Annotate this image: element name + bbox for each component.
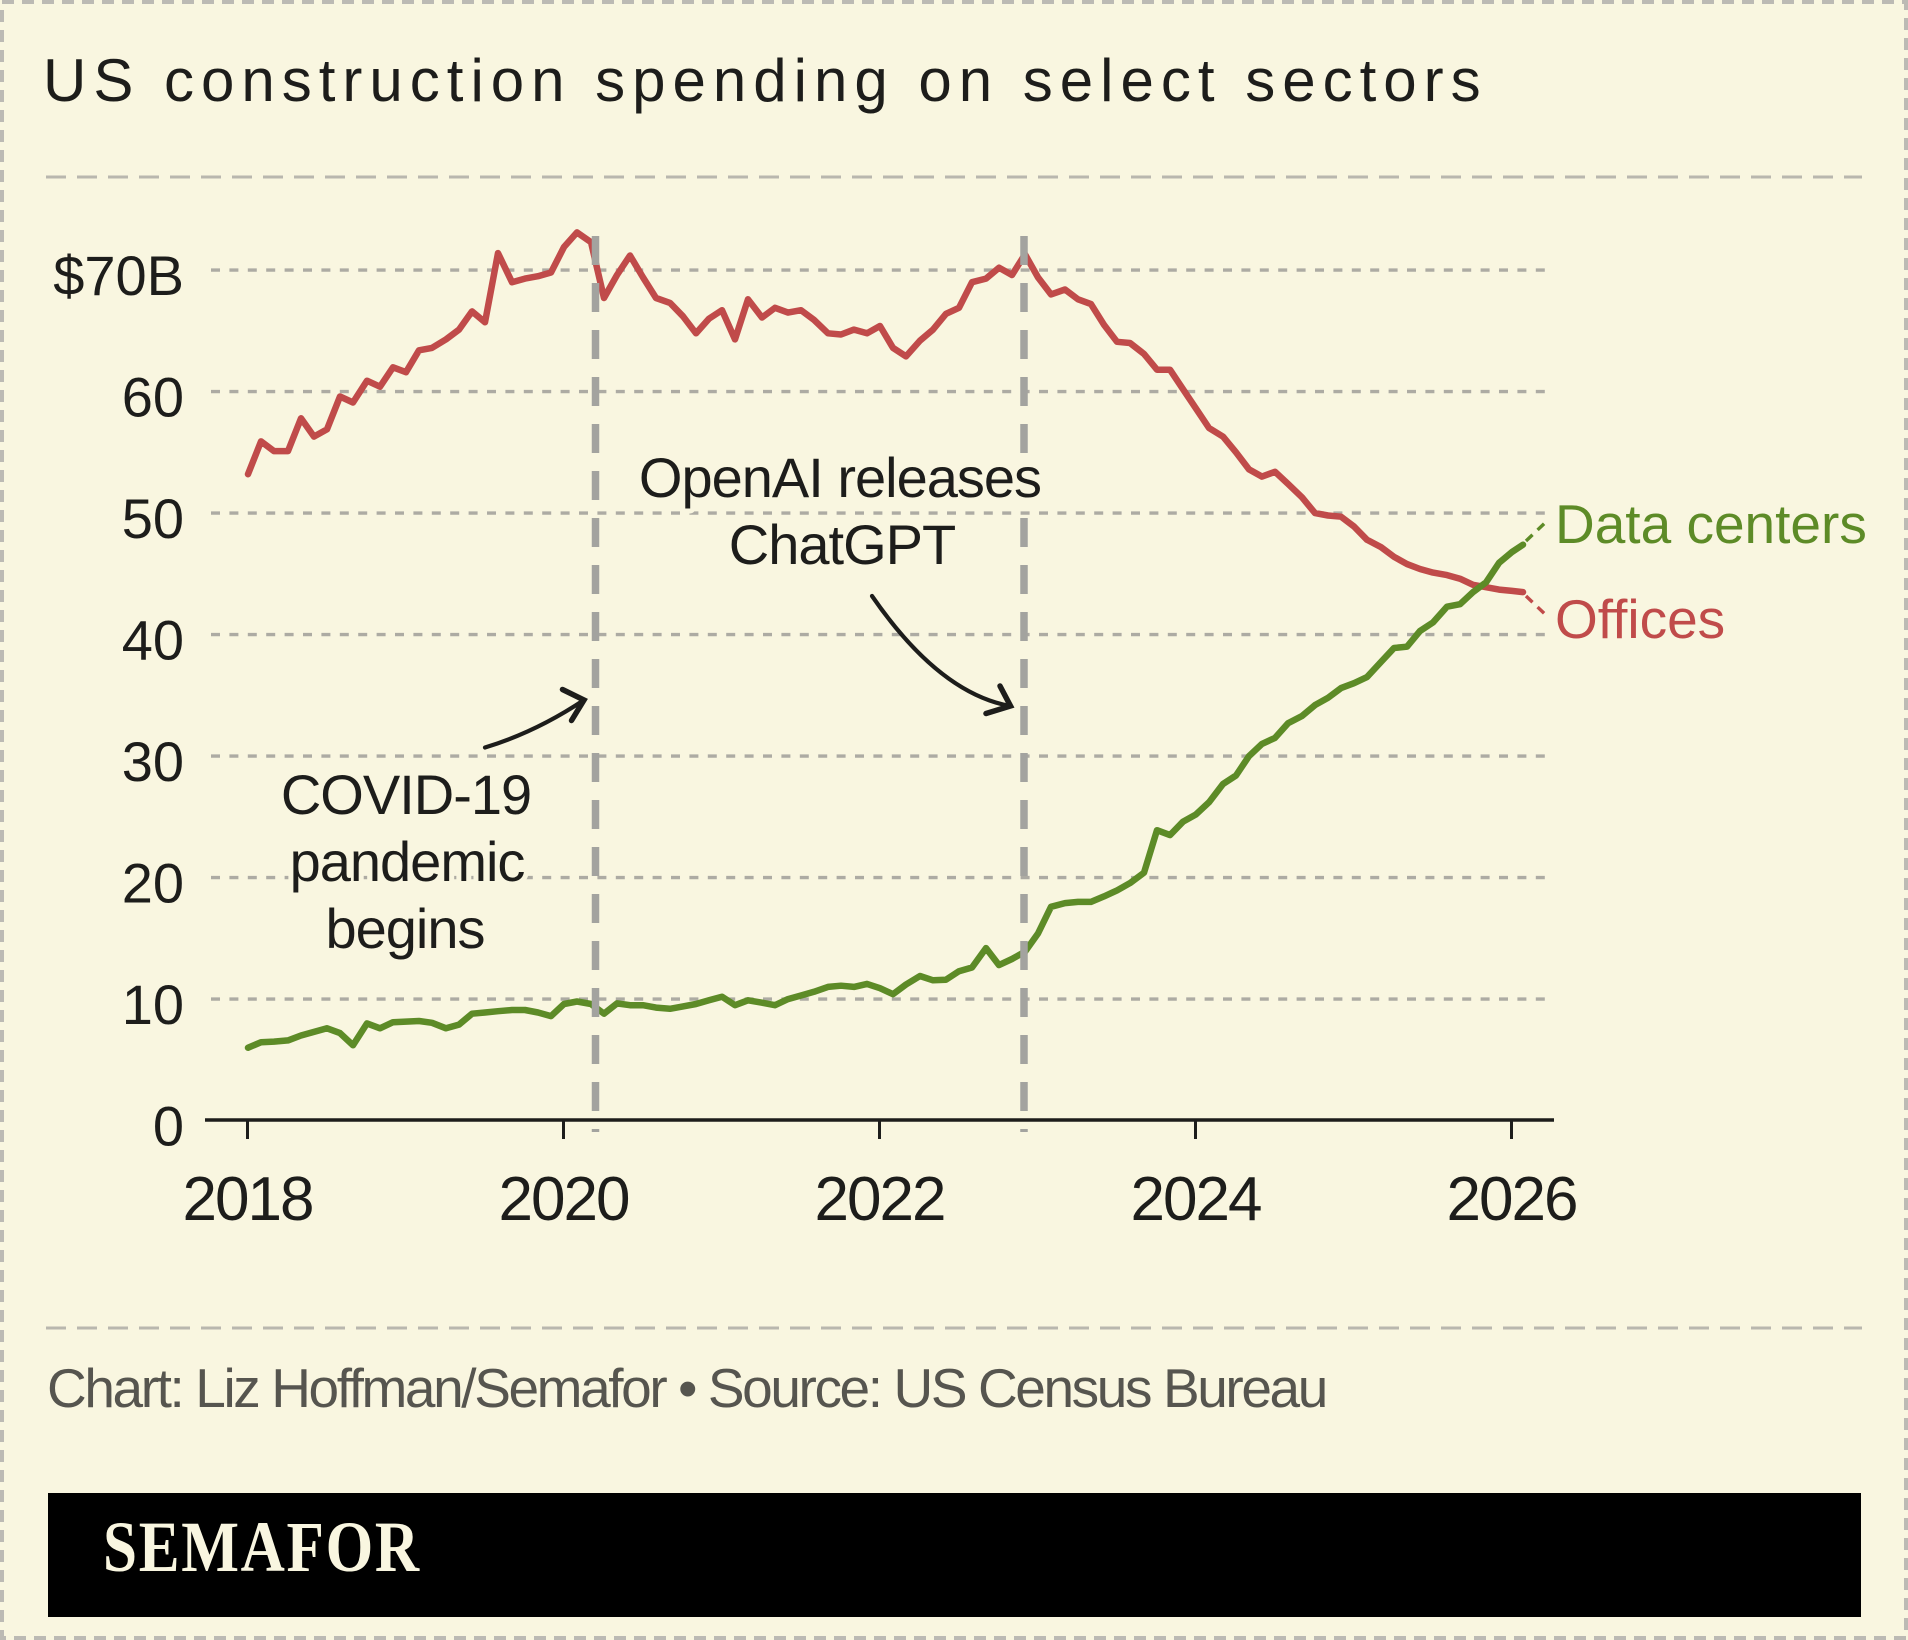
svg-text:50: 50 [122,487,184,550]
svg-text:10: 10 [122,973,184,1036]
svg-text:$70B: $70B [53,244,184,307]
svg-text:20: 20 [122,852,184,915]
svg-text:40: 40 [122,609,184,672]
svg-text:0: 0 [153,1095,184,1158]
svg-text:US construction spending on se: US construction spending on select secto… [43,47,1488,114]
svg-text:2024: 2024 [1131,1165,1261,1234]
svg-text:Chart: Liz Hoffman/Semafor • S: Chart: Liz Hoffman/Semafor • Source: US … [47,1357,1326,1419]
svg-text:30: 30 [122,730,184,793]
svg-text:2022: 2022 [815,1165,945,1234]
svg-text:pandemic: pandemic [290,830,525,893]
svg-text:OpenAI releases: OpenAI releases [639,446,1041,509]
svg-text:COVID-19: COVID-19 [281,763,531,826]
svg-text:2020: 2020 [499,1165,629,1234]
svg-text:2018: 2018 [183,1165,313,1234]
svg-text:Data centers: Data centers [1555,493,1867,555]
svg-text:60: 60 [122,366,184,429]
svg-text:SEMAFOR: SEMAFOR [103,1507,421,1587]
svg-text:ChatGPT: ChatGPT [729,513,955,576]
svg-text:Offices: Offices [1555,588,1725,650]
svg-text:begins: begins [325,897,484,960]
svg-text:2026: 2026 [1447,1165,1577,1234]
